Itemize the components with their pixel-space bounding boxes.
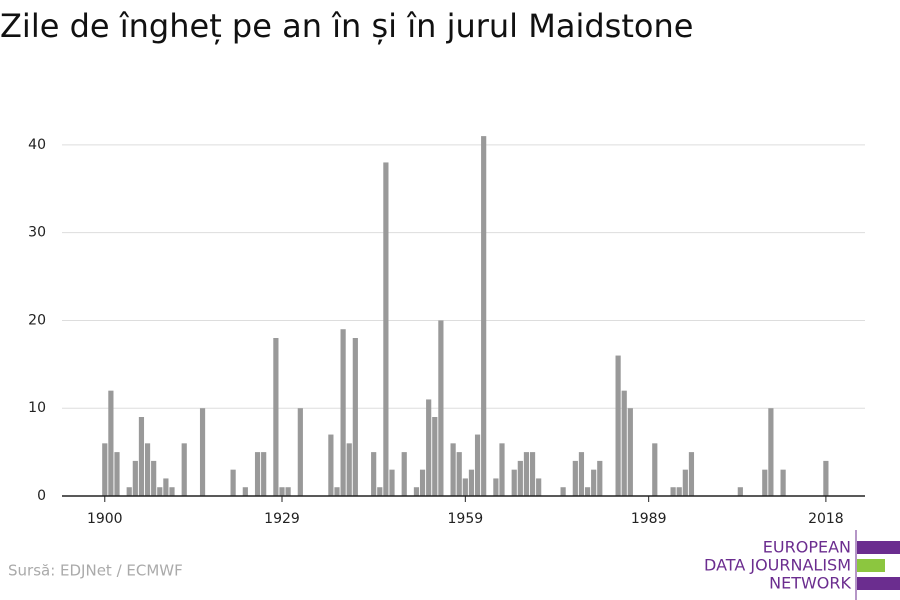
bar xyxy=(536,478,542,496)
bar xyxy=(511,469,517,496)
bar xyxy=(138,417,145,496)
bar xyxy=(438,320,444,496)
y-tick-label: 10 xyxy=(28,400,46,416)
bar xyxy=(456,452,462,496)
x-tick-label: 1989 xyxy=(631,511,667,527)
bar xyxy=(615,355,621,496)
bar xyxy=(383,162,389,496)
y-tick-label: 0 xyxy=(37,488,46,504)
bar xyxy=(652,443,658,496)
x-tick-label: 1959 xyxy=(448,511,484,527)
bar xyxy=(591,469,597,496)
logo-text: DATA JOURNALISM xyxy=(704,556,851,575)
bar xyxy=(401,452,407,496)
bar xyxy=(261,452,267,496)
x-tick-label: 2018 xyxy=(808,511,844,527)
bar xyxy=(426,399,432,496)
bar xyxy=(676,487,682,496)
logo-bar xyxy=(857,541,900,554)
y-tick-label: 40 xyxy=(28,137,46,153)
y-tick-label: 30 xyxy=(28,225,46,241)
y-tick-label: 20 xyxy=(28,312,46,328)
source: Sursă: EDJNet / ECMWF xyxy=(8,562,183,580)
bar xyxy=(126,487,132,496)
bar xyxy=(621,390,627,496)
bar xyxy=(499,443,505,496)
bar xyxy=(102,443,108,496)
bar xyxy=(419,469,426,496)
bar xyxy=(572,460,578,496)
x-tick-label: 1929 xyxy=(264,511,300,527)
bar xyxy=(688,452,695,496)
bar xyxy=(578,452,585,496)
bar xyxy=(230,469,236,496)
bar xyxy=(670,487,676,496)
logo: EUROPEAN DATA JOURNALISM NETWORK xyxy=(704,530,900,600)
bar xyxy=(762,469,768,496)
bar xyxy=(529,452,536,496)
bar xyxy=(462,478,468,496)
x-tick-label: 1900 xyxy=(87,511,123,527)
bar xyxy=(254,452,261,496)
bar xyxy=(780,469,786,496)
bar xyxy=(682,469,688,496)
bar xyxy=(413,487,420,496)
bar xyxy=(285,487,291,496)
bar xyxy=(389,469,395,496)
logo-bar xyxy=(857,559,885,572)
bar xyxy=(523,452,530,496)
bar xyxy=(474,434,481,496)
logo-bar xyxy=(857,577,900,590)
bar xyxy=(432,417,438,496)
bar xyxy=(468,469,475,496)
bar xyxy=(114,452,120,496)
bar xyxy=(371,452,377,496)
logo-text: EUROPEAN xyxy=(763,538,851,557)
bar xyxy=(481,136,487,496)
bar xyxy=(377,487,383,496)
chart-title: Zile de îngheț pe an în și în jurul Maid… xyxy=(0,7,693,45)
bar xyxy=(157,487,163,496)
bar xyxy=(597,460,603,496)
bar xyxy=(737,487,743,496)
bar xyxy=(823,460,829,496)
bar xyxy=(273,338,279,496)
bar xyxy=(151,460,157,496)
bar xyxy=(517,460,523,496)
bar xyxy=(297,408,303,496)
bar xyxy=(352,338,358,496)
bar xyxy=(493,478,499,496)
bar xyxy=(132,460,138,496)
logo-text: NETWORK xyxy=(769,574,851,593)
bar xyxy=(584,487,591,496)
bar xyxy=(279,487,285,496)
bar xyxy=(144,443,151,496)
bar xyxy=(334,487,340,496)
bar xyxy=(450,443,456,496)
bar xyxy=(328,434,334,496)
bar xyxy=(163,478,169,496)
bar xyxy=(242,487,248,496)
bar xyxy=(108,390,114,496)
bar xyxy=(340,329,346,496)
bar xyxy=(181,443,187,496)
bar xyxy=(627,408,633,496)
bar xyxy=(199,408,206,496)
bar xyxy=(346,443,352,496)
bar xyxy=(560,487,566,496)
bar xyxy=(768,408,774,496)
bar xyxy=(169,487,175,496)
